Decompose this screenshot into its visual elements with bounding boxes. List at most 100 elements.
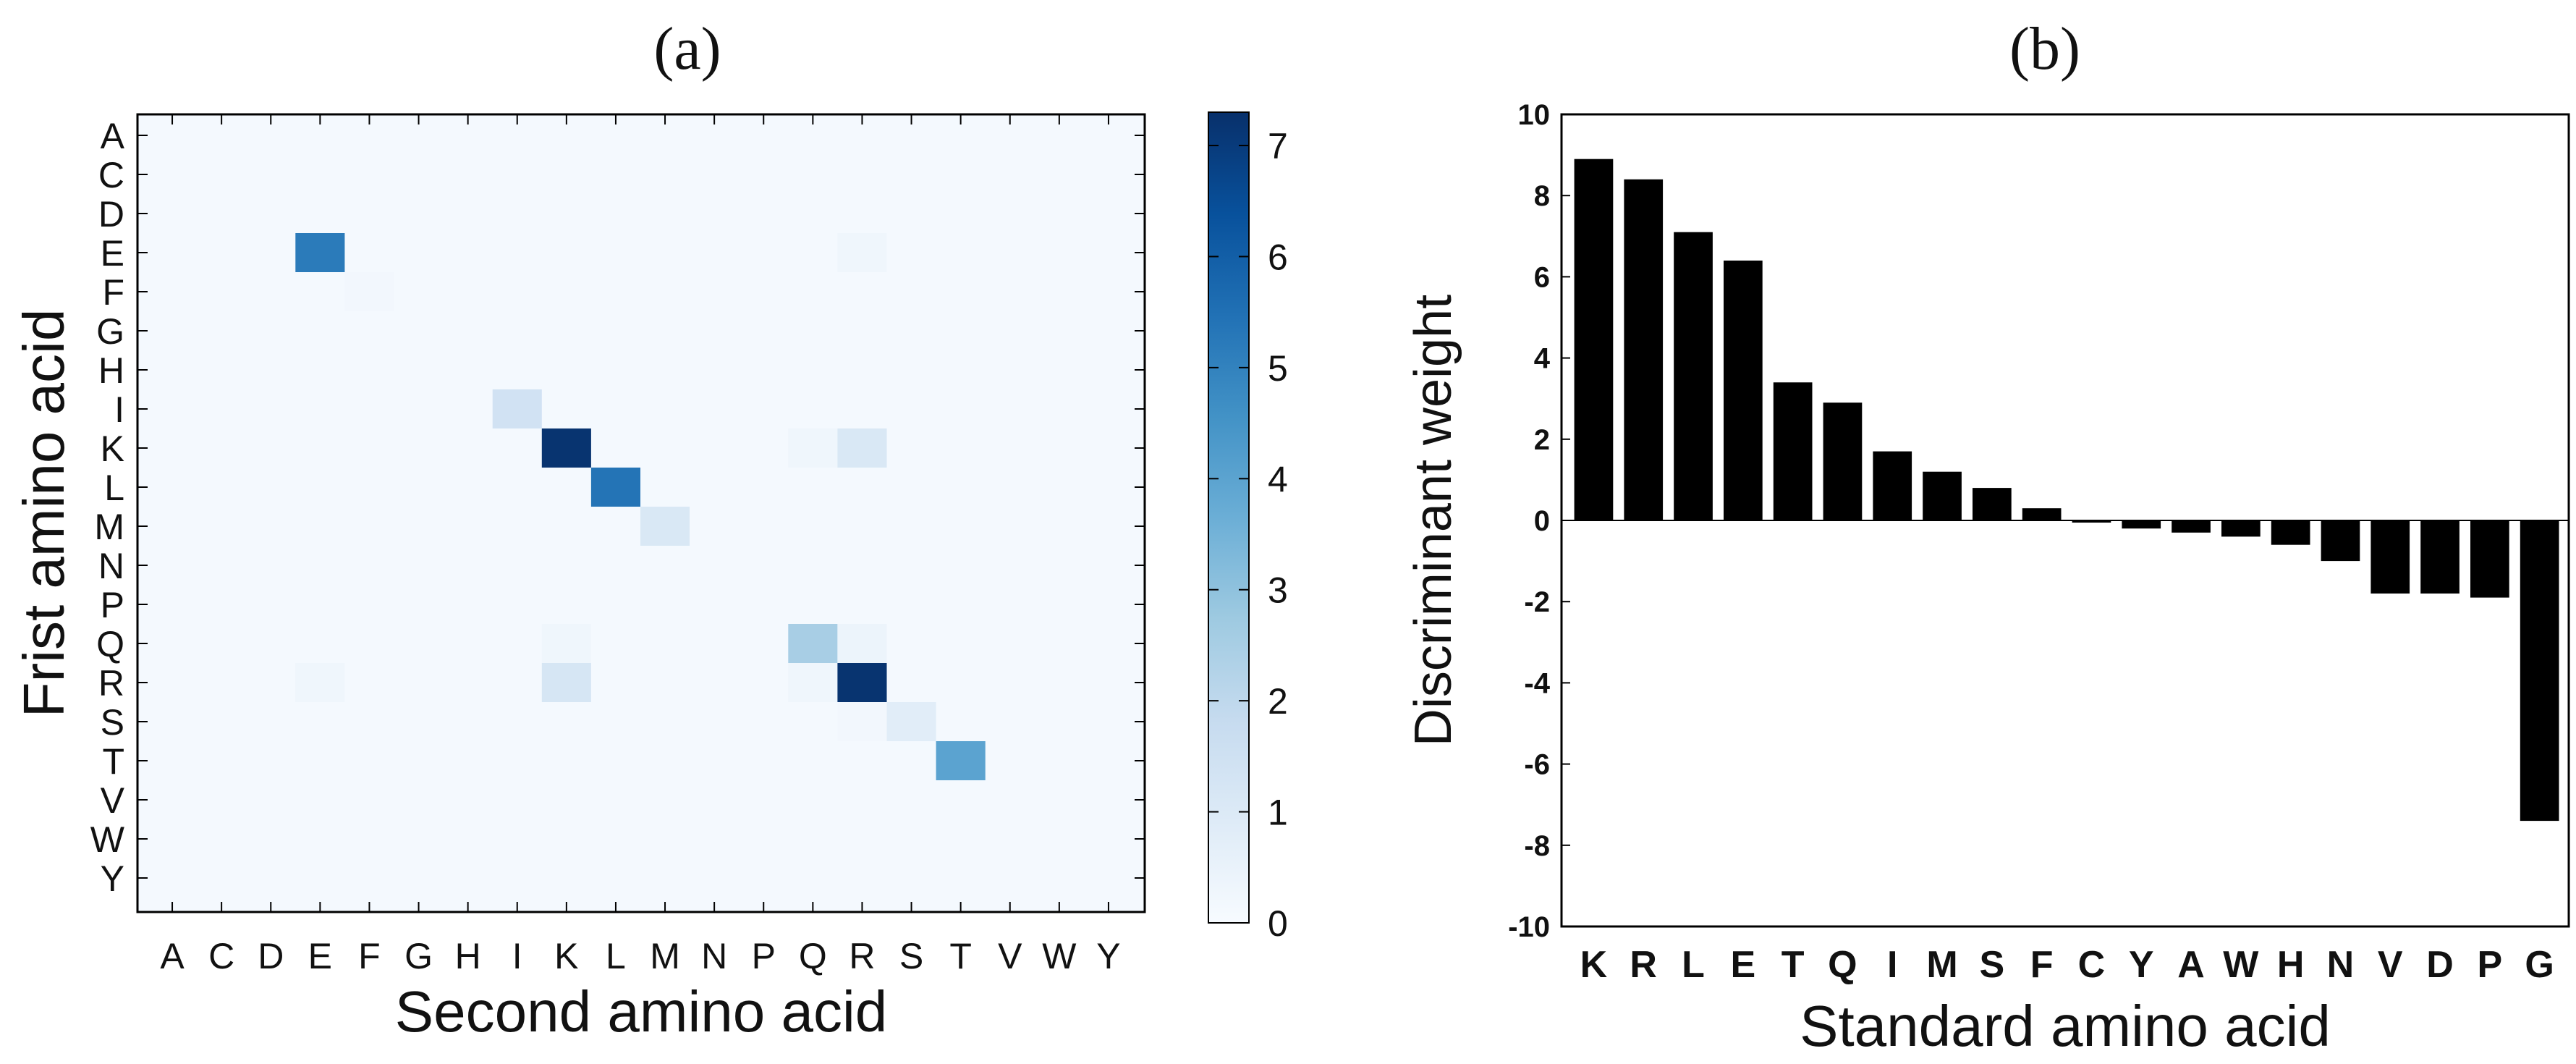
bar-D (2420, 520, 2460, 594)
heatmap-x-tick-label: S (899, 936, 923, 976)
bar-chart-x-tick-label: D (2426, 944, 2454, 986)
heatmap-y-tick-label: N (98, 546, 124, 586)
bar-chart-y-tick-label: -10 (1508, 911, 1550, 943)
heatmap-y-tick-label: C (98, 155, 124, 195)
bar-chart-x-tick-label: I (1887, 944, 1897, 986)
colorbar-gradient (1208, 111, 1250, 924)
colorbar-tick-label: 0 (1268, 903, 1288, 944)
bar-chart-y-tick-label: 0 (1534, 505, 1550, 537)
bar-chart-frame (1560, 113, 2570, 928)
bar-chart-y-tick-label: -4 (1524, 667, 1550, 699)
bar-Y (2122, 520, 2161, 529)
heatmap-y-tick-label: V (101, 780, 125, 821)
heatmap-x-tick-label: R (849, 936, 875, 976)
heatmap-cell-Q-R (837, 624, 887, 663)
bar-E (1724, 261, 1763, 520)
heatmap-cell-K-R (837, 428, 887, 468)
colorbar-tick-label: 1 (1268, 793, 1288, 833)
heatmap-x-tick-label: L (606, 936, 626, 976)
heatmap-y-tick-label: K (101, 428, 124, 469)
heatmap-x-tick-label: T (949, 936, 972, 976)
heatmap-y-tick-label: W (90, 819, 125, 860)
bar-chart-bars (1574, 159, 2559, 822)
bar-chart-x-tick-label: A (2177, 944, 2205, 986)
heatmap-cell-K-K (541, 428, 591, 468)
heatmap-cell-S-S (886, 702, 936, 741)
heatmap-cell-Q-Q (788, 624, 838, 663)
bar-chart-y-tick-label: -8 (1524, 830, 1550, 862)
heatmap-x-tick-label: V (998, 936, 1022, 976)
heatmap-frame (136, 113, 1146, 913)
heatmap-cell-T-T (936, 741, 986, 780)
bar-H (2271, 520, 2310, 545)
panel-b-label: (b) (2009, 15, 2080, 83)
bar-C (2072, 520, 2111, 523)
bar-chart-x-tick-label: G (2525, 944, 2554, 986)
heatmap-y-tick-label: A (101, 116, 125, 156)
bar-chart-x-axis-label: Standard amino acid (1800, 994, 2331, 1058)
colorbar-tick-label: 5 (1268, 348, 1288, 389)
heatmap-x-tick-label: N (701, 936, 727, 976)
heatmap-x-tick-label: K (554, 936, 578, 976)
bar-chart-x-tick-label: R (1630, 944, 1657, 986)
heatmap-x-tick-label: D (258, 936, 284, 976)
heatmap-x-tick-label: I (512, 936, 522, 976)
colorbar-tick-label: 3 (1268, 570, 1288, 611)
heatmap-cell-E-E (295, 233, 345, 272)
colorbar-tick-label: 2 (1268, 681, 1288, 722)
heatmap-chart: A C D E F G H I K L M N P Q R S T V W YACDEFGHIKLMNPQRSTVWY… (12, 113, 1146, 1044)
heatmap-x-tick-label: H (455, 936, 481, 976)
colorbar: 0 1 2 3 4 5 6 7 (1208, 111, 1288, 944)
bar-S (1973, 488, 2012, 520)
bar-chart-x-tick-label: Q (1828, 944, 1857, 986)
bar-chart-x-tick-label: V (2378, 944, 2403, 986)
heatmap-cell-M-M (640, 507, 690, 546)
heatmap-cell-E-R (837, 233, 887, 272)
bar-P (2470, 520, 2509, 598)
colorbar-tick-label: 4 (1268, 459, 1288, 499)
panel-a-label: (a) (653, 15, 721, 83)
heatmap-x-tick-label: W (1042, 936, 1077, 976)
bar-chart-x-tick-label: C (2078, 944, 2106, 986)
heatmap-x-tick-label: A (160, 936, 185, 976)
bar-chart-x-tick-label: H (2277, 944, 2305, 986)
heatmap-y-tick-label: T (102, 741, 124, 782)
bar-V (2370, 520, 2410, 594)
bar-chart-y-tick-label: 10 (1518, 99, 1551, 131)
heatmap-y-tick-label: H (98, 350, 124, 391)
bar-chart-x-tick-label: E (1730, 944, 1755, 986)
heatmap-cell-F-F (344, 272, 394, 311)
heatmap-y-tick-label: F (102, 272, 124, 313)
heatmap-cell-K-Q (788, 428, 838, 468)
bar-chart-x-tick-label: F (2030, 944, 2054, 986)
bar-chart-y-tick-label: -6 (1524, 749, 1550, 781)
heatmap-cells (137, 114, 1145, 912)
heatmap-y-tick-label: M (94, 507, 124, 547)
heatmap-x-tick-label: C (208, 936, 234, 976)
colorbar-tick-label: 6 (1268, 237, 1288, 277)
bar-I (1873, 451, 1912, 520)
heatmap-cell-R-R (837, 663, 887, 702)
bar-chart-x-tick-label: L (1682, 944, 1705, 986)
bar-chart-x-tick-label: K (1580, 944, 1608, 986)
bar-N (2321, 520, 2360, 562)
colorbar-tick-label: 7 (1268, 126, 1288, 166)
bar-chart-x-tick-label: T (1781, 944, 1805, 986)
bar-chart-y-tick-label: 4 (1534, 343, 1551, 375)
bar-chart-y-tick-label: 8 (1534, 180, 1550, 212)
heatmap-x-tick-label: F (358, 936, 381, 976)
heatmap-cell-Q-K (541, 624, 591, 663)
heatmap-x-tick-label: G (404, 936, 433, 976)
heatmap-y-tick-label: I (114, 389, 124, 430)
heatmap-cell-R-E (295, 663, 345, 702)
bar-T (1773, 382, 1813, 520)
heatmap-y-tick-label: E (101, 233, 124, 274)
bar-G (2520, 520, 2559, 822)
bar-chart-x-tick-label: P (2477, 944, 2502, 986)
bar-L (1674, 232, 1713, 520)
heatmap-y-axis-label: Frist amino acid (12, 309, 76, 718)
